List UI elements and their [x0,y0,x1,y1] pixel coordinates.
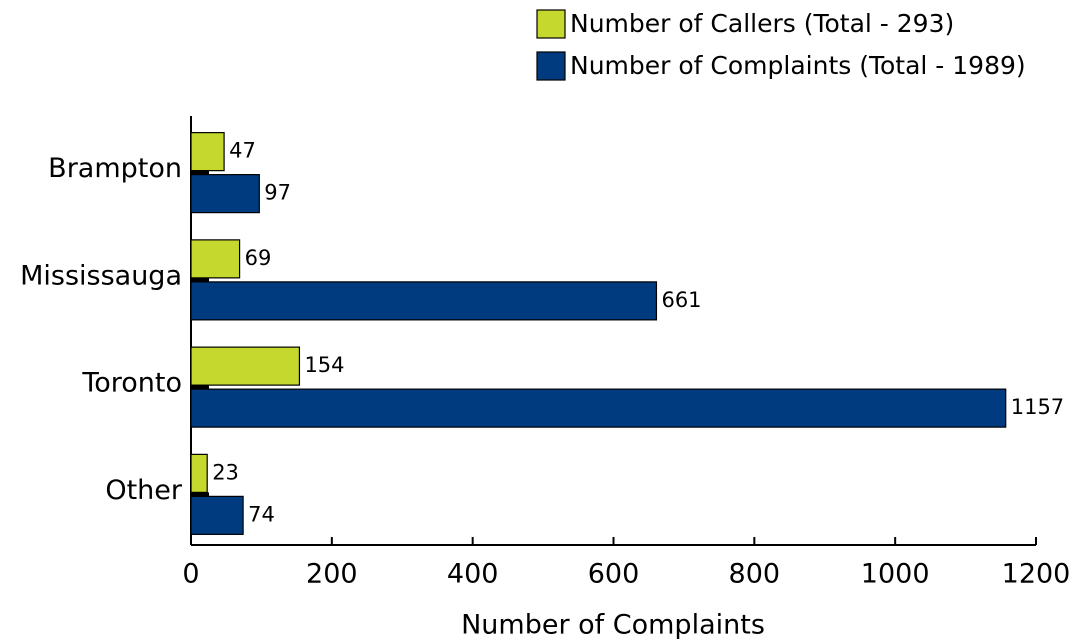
x-tick-label: 0 [182,559,199,590]
legend-swatch [536,9,566,39]
legend-label: Number of Callers (Total - 293) [570,9,954,38]
legend-swatch [536,51,566,81]
value-label: 74 [248,502,275,526]
x-tick-label: 400 [447,559,499,590]
y-tick-label: Mississauga [20,260,182,291]
bar [190,453,208,493]
x-tick-label: 1000 [861,559,930,590]
value-label: 1157 [1011,395,1064,419]
x-tick-label: 1200 [1002,559,1071,590]
y-tick-label: Other [105,475,183,506]
value-label: 47 [229,139,256,163]
bar [190,132,225,172]
legend-label: Number of Complaints (Total - 1989) [570,51,1026,80]
x-axis-label: Number of Complaints [461,610,765,641]
value-label: 154 [304,353,344,377]
bar [190,239,241,279]
value-label: 23 [212,460,239,484]
y-tick-label: Brampton [48,153,182,184]
bar [190,346,301,386]
value-label: 97 [264,181,291,205]
bar [190,388,1007,428]
x-tick-label: 800 [729,559,781,590]
y-tick-label: Toronto [81,368,182,399]
value-label: 661 [661,288,701,312]
bar [190,281,658,321]
value-label: 69 [245,246,272,270]
x-tick-label: 600 [588,559,640,590]
bar [190,174,260,214]
bar [190,495,244,535]
x-tick-label: 200 [306,559,358,590]
